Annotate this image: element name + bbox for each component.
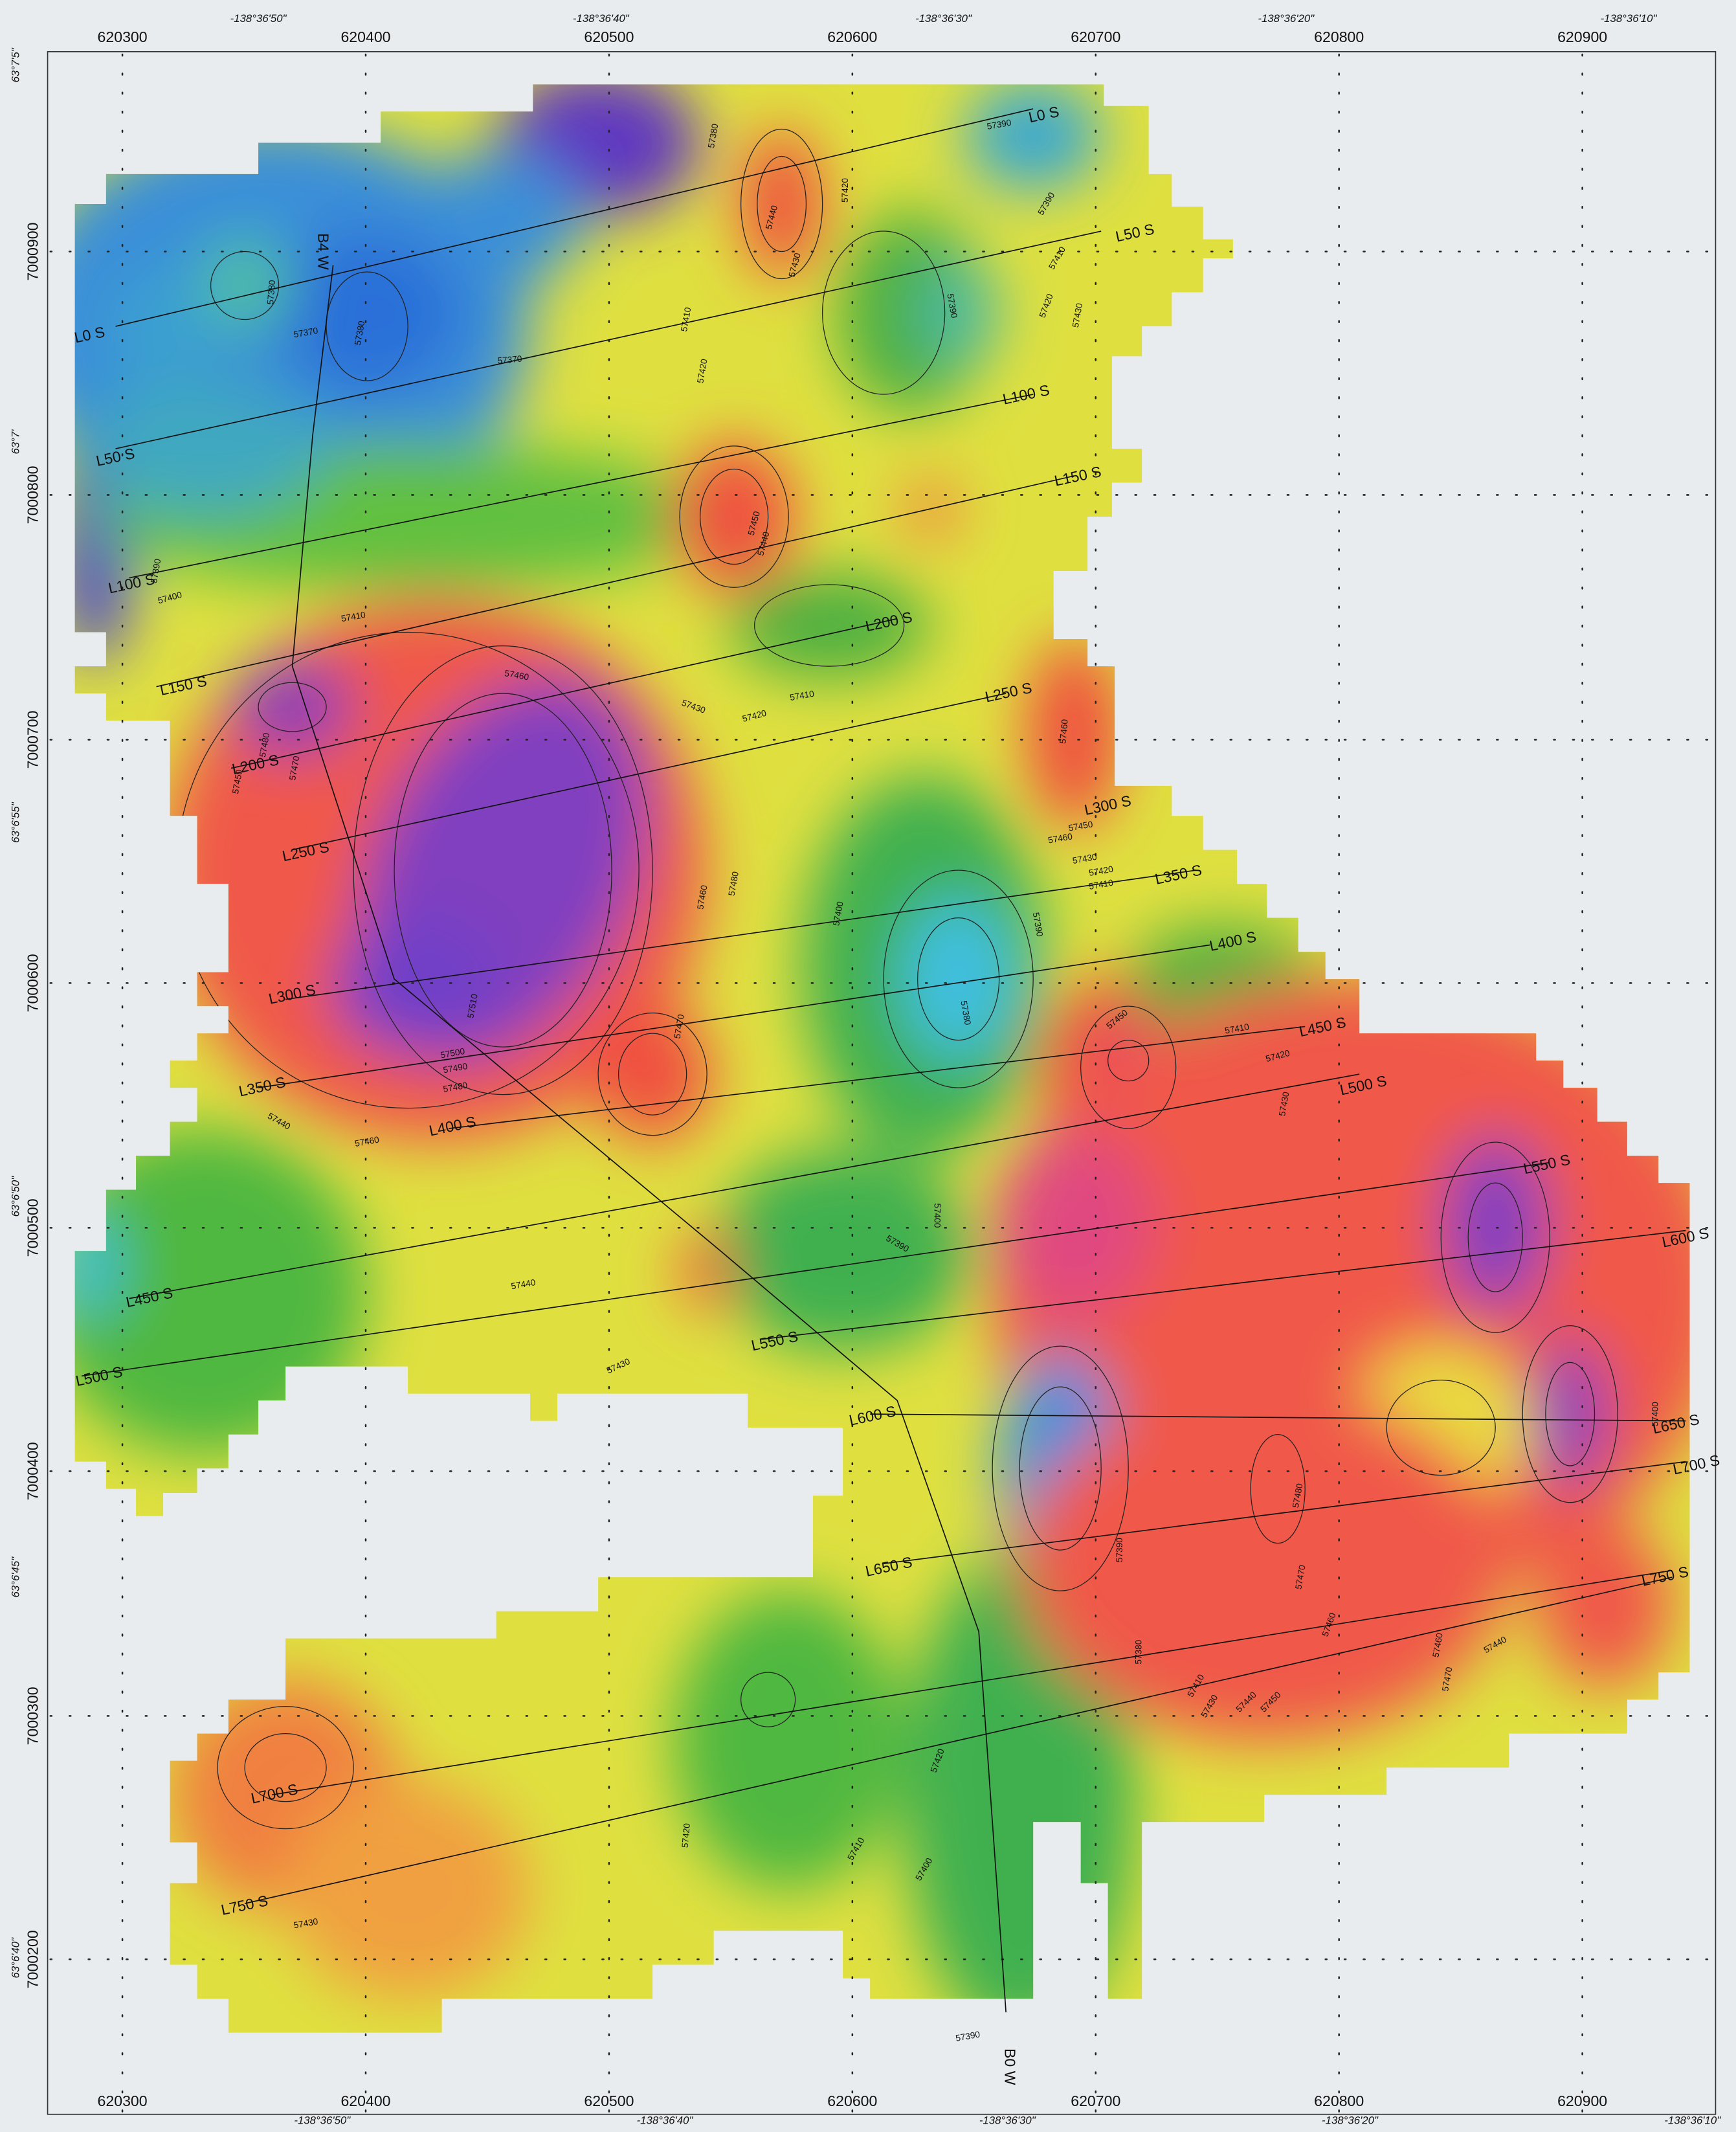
survey-map: -138°36'50" -138°36'40" -138°36'30" -138°36… — [0, 0, 1736, 2132]
field-blob — [272, 231, 462, 394]
contour-label: 57390 — [1115, 1538, 1124, 1562]
page: -138°36'50" -138°36'40" -138°36'30" -138°36… — [0, 0, 1736, 2132]
easting-label: 620700 — [1071, 2093, 1120, 2109]
longitude-label: -138°36'40" — [637, 2115, 694, 2127]
contour-label: 57400 — [932, 1204, 942, 1228]
field-blob — [421, 150, 584, 286]
field-blob — [673, 1591, 904, 1890]
easting-label: 620500 — [584, 2093, 634, 2109]
baseline-label: B0 W — [1001, 2048, 1018, 2085]
field-blob — [231, 660, 353, 755]
northing-label: 7000500 — [25, 1198, 41, 1257]
longitude-label: -138°36'30" — [979, 2115, 1036, 2127]
longitude-label: -138°36'10" — [1601, 12, 1658, 25]
latitude-label: 63°6'45" — [10, 1556, 22, 1598]
easting-label: 620900 — [1557, 28, 1607, 45]
field-blob — [680, 1231, 734, 1312]
easting-label: 620600 — [827, 28, 877, 45]
field-blob — [1019, 1387, 1509, 1740]
northing-label: 7000900 — [25, 223, 41, 281]
field-blob — [1536, 1340, 1604, 1489]
field-blob — [285, 1781, 530, 1999]
longitude-label: -138°36'10" — [1664, 2115, 1721, 2127]
field-blob — [901, 480, 961, 539]
easting-label: 620400 — [340, 2093, 390, 2109]
northing-label: 7000600 — [25, 954, 41, 1012]
field-blob — [333, 918, 496, 1054]
longitude-label: -138°36'30" — [915, 12, 972, 25]
latitude-label: 63°7' — [10, 429, 22, 454]
latitude-label: 63°6'40" — [10, 1937, 22, 1979]
contour-label: 57380 — [1134, 1639, 1144, 1664]
field-blob — [673, 442, 796, 592]
contour-label: 57420 — [840, 178, 850, 203]
northing-label: 7000400 — [25, 1442, 41, 1500]
easting-label: 620600 — [827, 2093, 877, 2109]
northing-label: 7000200 — [25, 1930, 41, 1988]
field-blob — [1536, 1523, 1672, 1686]
contour-label: 57400 — [1651, 1402, 1660, 1426]
easting-label: 620700 — [1071, 28, 1120, 45]
longitude-label: -138°36'50" — [230, 12, 287, 25]
easting-label: 620900 — [1557, 2093, 1607, 2109]
field-blob — [109, 272, 217, 381]
easting-label: 620400 — [340, 28, 390, 45]
northing-label: 7000700 — [25, 711, 41, 769]
baseline-label: B4 W — [315, 233, 332, 270]
latitude-label: 63°6'55" — [10, 802, 22, 843]
latitude-label: 63°7'5" — [10, 47, 22, 82]
field-blob — [901, 897, 1015, 1060]
easting-label: 620300 — [98, 28, 148, 45]
northing-label: 7000300 — [25, 1687, 41, 1745]
latitude-label: 63°6'50" — [10, 1176, 22, 1217]
longitude-label: -138°36'40" — [573, 12, 630, 25]
field-blob — [714, 1149, 972, 1353]
field-blob — [741, 129, 823, 279]
easting-label: 620800 — [1314, 2093, 1364, 2109]
field-blob — [965, 82, 1101, 190]
longitude-label: -138°36'20" — [1258, 12, 1315, 25]
easting-label: 620500 — [584, 28, 634, 45]
longitude-label: -138°36'20" — [1322, 2115, 1379, 2127]
northing-label: 7000800 — [25, 466, 41, 524]
longitude-label: -138°36'50" — [294, 2115, 351, 2127]
easting-label: 620300 — [98, 2093, 148, 2109]
easting-label: 620800 — [1314, 28, 1364, 45]
